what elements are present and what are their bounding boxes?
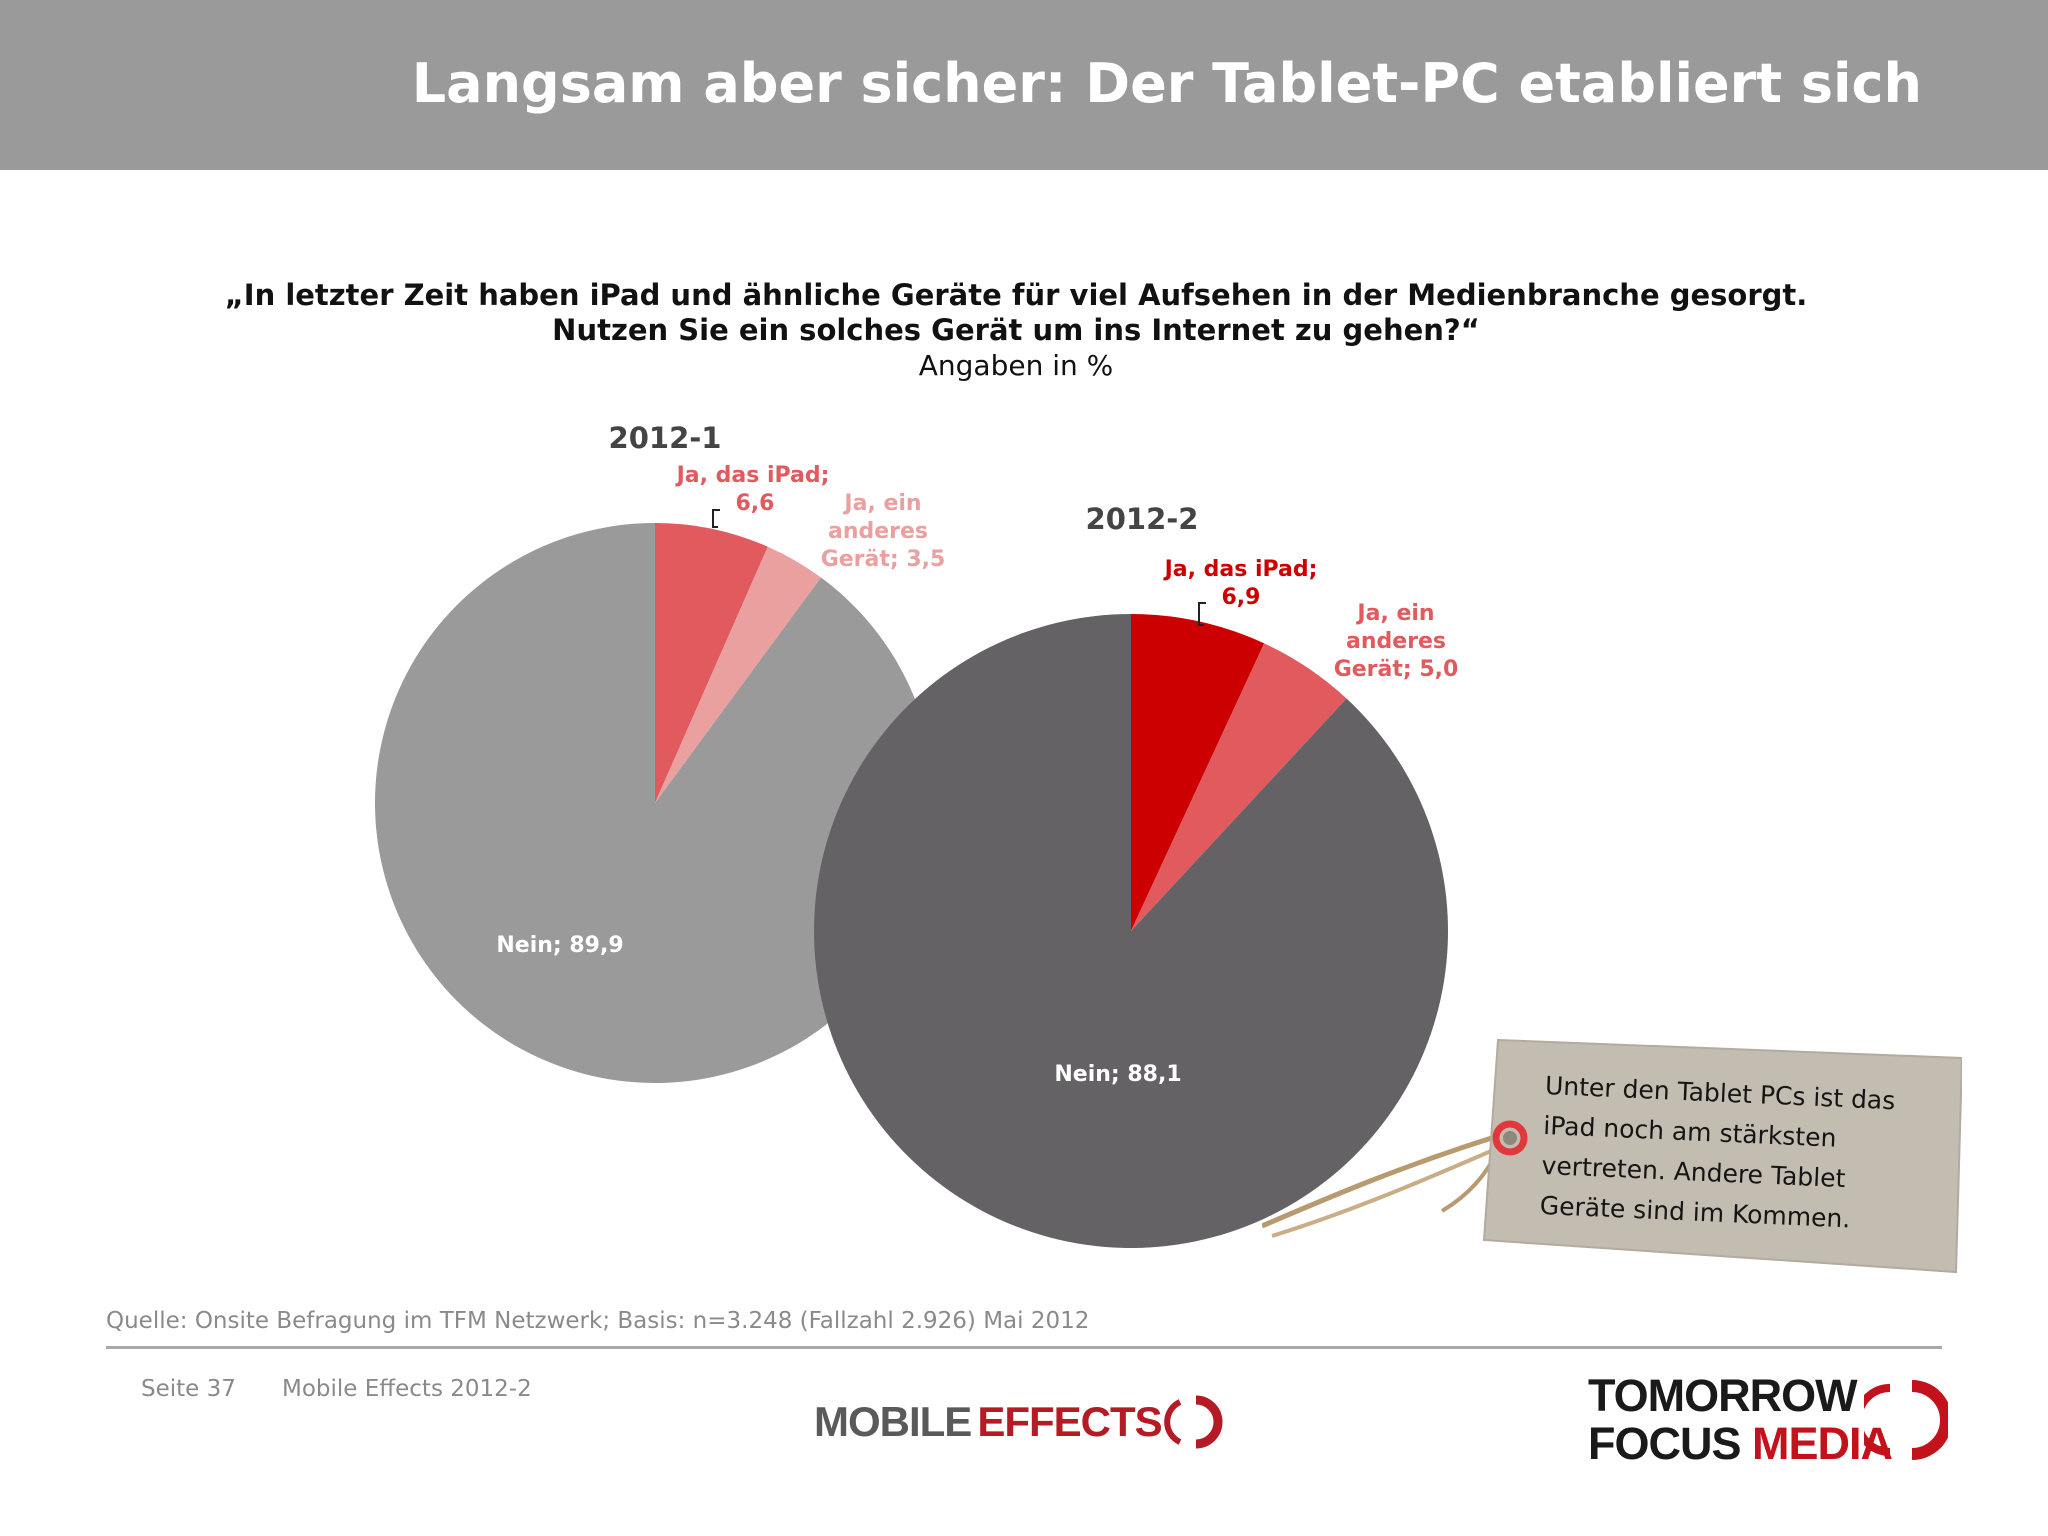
pie-slice (374, 523, 935, 1084)
question-block: „In letzter Zeit haben iPad und ähnliche… (0, 278, 2032, 384)
tag-card (1482, 1038, 1962, 1274)
pie-slice (655, 523, 768, 803)
logo-bracket-icon (1163, 1395, 1223, 1449)
logo-tomorrow-text: TOMORROW (1588, 1370, 1858, 1421)
logo-mobile-text: MOBILE (814, 1398, 972, 1445)
pie-slice (813, 614, 1449, 1248)
slice-label: Ja, das iPad; (1163, 557, 1318, 582)
tag-eyelet (1492, 1120, 1528, 1156)
label-leader-line (712, 509, 720, 528)
tag-string-2 (1271, 1146, 1499, 1238)
tag-string (1262, 1133, 1499, 1229)
slice-label: 6,9 (1222, 585, 1261, 610)
question-line-2: Nutzen Sie ein solches Gerät um ins Inte… (552, 313, 1480, 347)
mobile-effects-logo: MOBILE EFFECTS (814, 1394, 1224, 1450)
question-unit: Angaben in % (918, 349, 1114, 382)
question-line-1: „In letzter Zeit haben iPad und ähnliche… (224, 278, 1808, 312)
slice-label: Ja, das iPad; (675, 463, 830, 488)
slice-label: Gerät; 5,0 (1334, 657, 1459, 682)
logo-focus-media: FOCUS MEDIA (1588, 1418, 1893, 1470)
slice-label: 6,6 (736, 491, 775, 516)
pie-slice (655, 546, 821, 803)
note-tag (1262, 1038, 1962, 1274)
header-bar: Langsam aber sicher: Der Tablet-PC etabl… (0, 0, 2048, 170)
chart-title: 2012-1 (609, 421, 722, 455)
note-text: Unter den Tablet PCs ist das iPad noch a… (1539, 1066, 1926, 1242)
chart-title: 2012-2 (1086, 502, 1199, 536)
publication-name: Mobile Effects 2012-2 (282, 1376, 532, 1402)
slice-label: anderes (1346, 629, 1446, 654)
logo-focus-text: FOCUS (1588, 1418, 1741, 1469)
logo-effects-text: EFFECTS (977, 1398, 1162, 1445)
tomorrow-focus-media-logo: TOMORROW FOCUS MEDIA (1588, 1370, 1948, 1470)
footer-divider (106, 1346, 1942, 1349)
source-note: Quelle: Onsite Befragung im TFM Netzwerk… (106, 1308, 1090, 1334)
slice-label: Nein; 88,1 (1054, 1062, 1181, 1087)
slice-label: Gerät; 3,5 (821, 547, 946, 572)
logo-bracket-icon (1864, 1380, 1948, 1460)
pie-slice (1131, 643, 1347, 931)
label-leader-line (1198, 602, 1206, 626)
tag-hole (1503, 1131, 1517, 1145)
slice-label: Ja, ein (842, 491, 921, 516)
slice-label: Ja, ein (1355, 601, 1434, 626)
page-title: Langsam aber sicher: Der Tablet-PC etabl… (411, 52, 1922, 115)
slice-label: Nein; 89,9 (496, 933, 623, 958)
page-number: Seite 37 (141, 1376, 236, 1402)
pie-slice (1131, 614, 1265, 931)
slice-label: anderes (828, 519, 928, 544)
